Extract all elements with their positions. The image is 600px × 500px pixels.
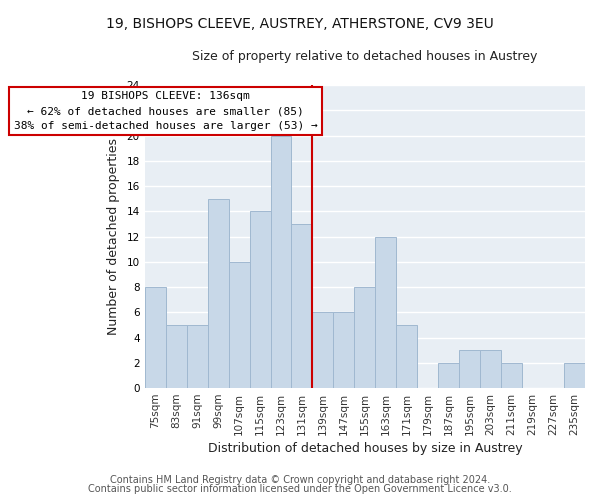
Text: Contains public sector information licensed under the Open Government Licence v3: Contains public sector information licen…	[88, 484, 512, 494]
Bar	[334, 312, 355, 388]
Bar	[501, 363, 522, 388]
Bar	[480, 350, 501, 388]
Bar	[166, 325, 187, 388]
Bar	[292, 224, 313, 388]
Bar	[564, 363, 585, 388]
Bar	[355, 287, 376, 388]
Bar	[271, 136, 292, 388]
Bar	[397, 325, 417, 388]
Bar	[250, 212, 271, 388]
Bar	[208, 198, 229, 388]
Text: 19, BISHOPS CLEEVE, AUSTREY, ATHERSTONE, CV9 3EU: 19, BISHOPS CLEEVE, AUSTREY, ATHERSTONE,…	[106, 18, 494, 32]
X-axis label: Distribution of detached houses by size in Austrey: Distribution of detached houses by size …	[208, 442, 522, 455]
Bar	[145, 287, 166, 388]
Bar	[313, 312, 334, 388]
Bar	[376, 236, 397, 388]
Text: 19 BISHOPS CLEEVE: 136sqm
← 62% of detached houses are smaller (85)
38% of semi-: 19 BISHOPS CLEEVE: 136sqm ← 62% of detac…	[14, 92, 317, 131]
Y-axis label: Number of detached properties: Number of detached properties	[107, 138, 119, 335]
Text: Contains HM Land Registry data © Crown copyright and database right 2024.: Contains HM Land Registry data © Crown c…	[110, 475, 490, 485]
Title: Size of property relative to detached houses in Austrey: Size of property relative to detached ho…	[192, 50, 538, 63]
Bar	[459, 350, 480, 388]
Bar	[229, 262, 250, 388]
Bar	[187, 325, 208, 388]
Bar	[438, 363, 459, 388]
